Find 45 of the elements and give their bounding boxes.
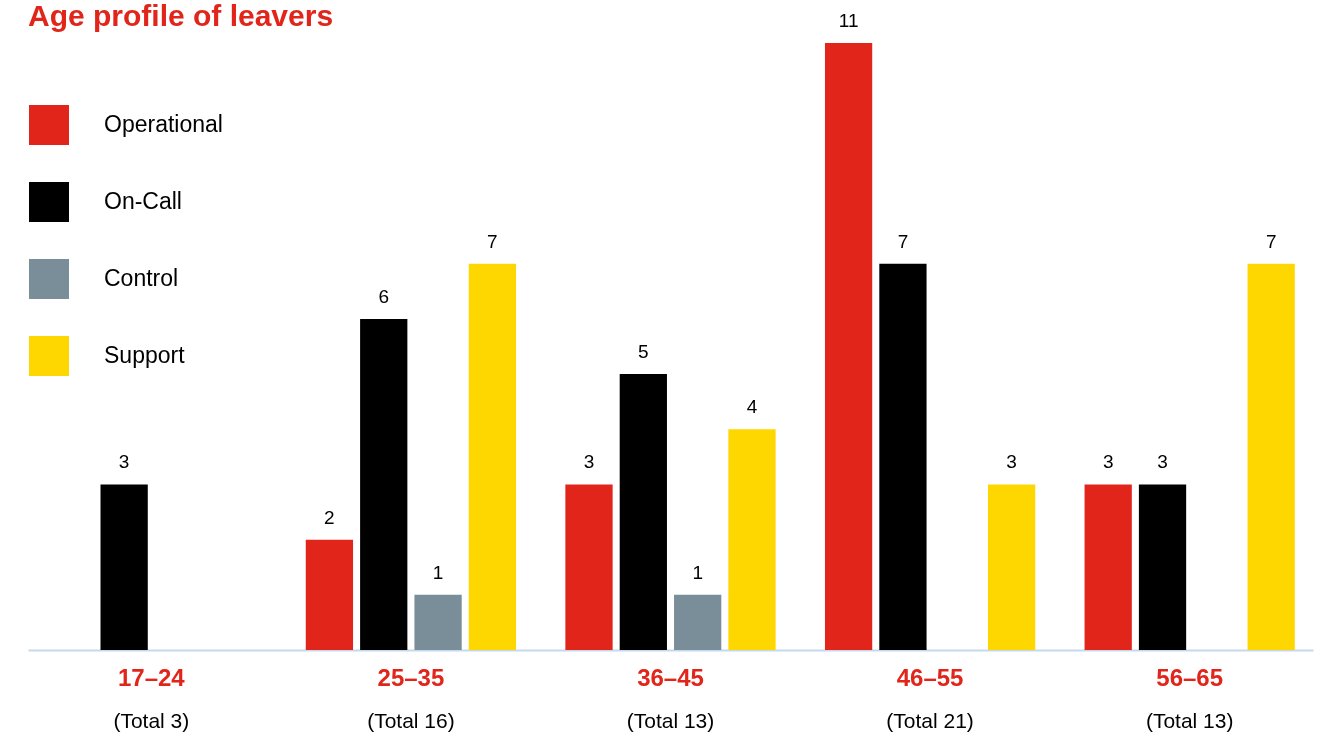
data-label: 7 bbox=[487, 230, 498, 252]
bar bbox=[468, 263, 517, 650]
bar bbox=[987, 484, 1036, 650]
bar bbox=[565, 484, 613, 650]
x-tick-label: 25–35 bbox=[377, 663, 445, 691]
data-label: 11 bbox=[838, 10, 859, 31]
data-label: 3 bbox=[118, 451, 130, 473]
total-label: (Total 13) bbox=[1145, 709, 1234, 732]
bar bbox=[728, 429, 776, 650]
x-tick-label: 56–65 bbox=[1156, 663, 1224, 691]
bar bbox=[100, 484, 148, 650]
data-label: 3 bbox=[583, 451, 595, 473]
total-label: (Total 3) bbox=[113, 709, 190, 732]
bar bbox=[619, 374, 667, 650]
chart-title: Age profile of leavers bbox=[28, 0, 334, 32]
x-tick-label: 17–24 bbox=[117, 663, 186, 691]
bar bbox=[879, 263, 927, 650]
data-label: 1 bbox=[432, 561, 444, 583]
data-label: 7 bbox=[897, 230, 909, 252]
legend-label: Support bbox=[104, 342, 186, 368]
data-label: 3 bbox=[1102, 451, 1114, 473]
bar bbox=[1247, 263, 1295, 650]
bar bbox=[824, 43, 873, 650]
total-label: (Total 16) bbox=[367, 709, 455, 732]
data-label: 1 bbox=[692, 561, 703, 583]
bar bbox=[674, 594, 722, 650]
x-tick-label: 36–45 bbox=[637, 663, 704, 691]
bar bbox=[360, 318, 408, 650]
data-label: 4 bbox=[746, 396, 758, 418]
x-tick-label: 46–55 bbox=[896, 663, 964, 691]
bar bbox=[305, 539, 354, 650]
bar bbox=[414, 594, 462, 650]
data-label: 7 bbox=[1265, 230, 1277, 252]
total-label: (Total 21) bbox=[886, 709, 974, 732]
legend-label: On-Call bbox=[104, 188, 182, 214]
data-label: 2 bbox=[324, 506, 335, 528]
data-label: 6 bbox=[378, 285, 390, 307]
data-label: 3 bbox=[1157, 451, 1168, 473]
legend-label: Operational bbox=[104, 111, 223, 137]
data-label: 3 bbox=[1006, 451, 1017, 473]
legend-label: Control bbox=[104, 265, 179, 291]
total-label: (Total 13) bbox=[626, 709, 715, 732]
bar bbox=[1084, 484, 1132, 650]
data-label: 5 bbox=[638, 341, 649, 363]
bar bbox=[1138, 484, 1187, 650]
